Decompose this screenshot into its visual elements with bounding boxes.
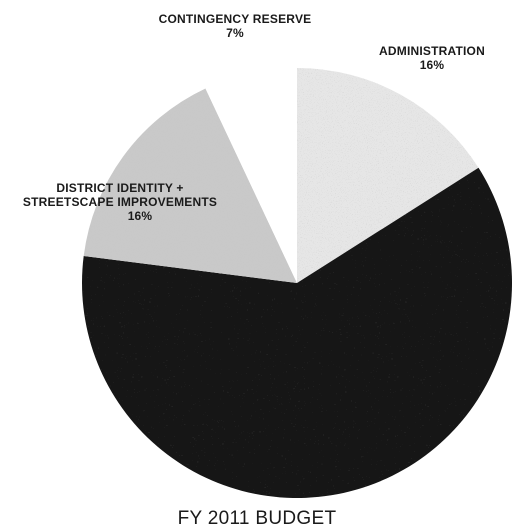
contingency-reserve-percent: 7% [226, 26, 244, 40]
district-identity-name-line2: STREETSCAPE IMPROVEMENTS [22, 195, 218, 209]
administration-label: ADMINISTRATION 16% [352, 44, 512, 72]
pie-slice-contingency-reserve [205, 68, 297, 283]
district-identity-percent: 16% [127, 209, 153, 223]
pie-slice-administration [297, 68, 479, 283]
chart-title: FY 2011 BUDGET [177, 508, 337, 529]
pie-slice-district-identity-streetscape-improvements [83, 88, 297, 284]
administration-percent: 16% [419, 58, 445, 72]
administration-name: ADMINISTRATION [379, 44, 485, 58]
contingency-reserve-label: CONTINGENCY RESERVE 7% [145, 12, 325, 40]
contingency-reserve-name: CONTINGENCY RESERVE [158, 12, 312, 26]
pie-slice-unlabeled-1 [82, 167, 513, 499]
district-identity-name-line1: DISTRICT IDENTITY + [56, 181, 184, 195]
district-identity-label: DISTRICT IDENTITY + STREETSCAPE IMPROVEM… [0, 181, 240, 223]
